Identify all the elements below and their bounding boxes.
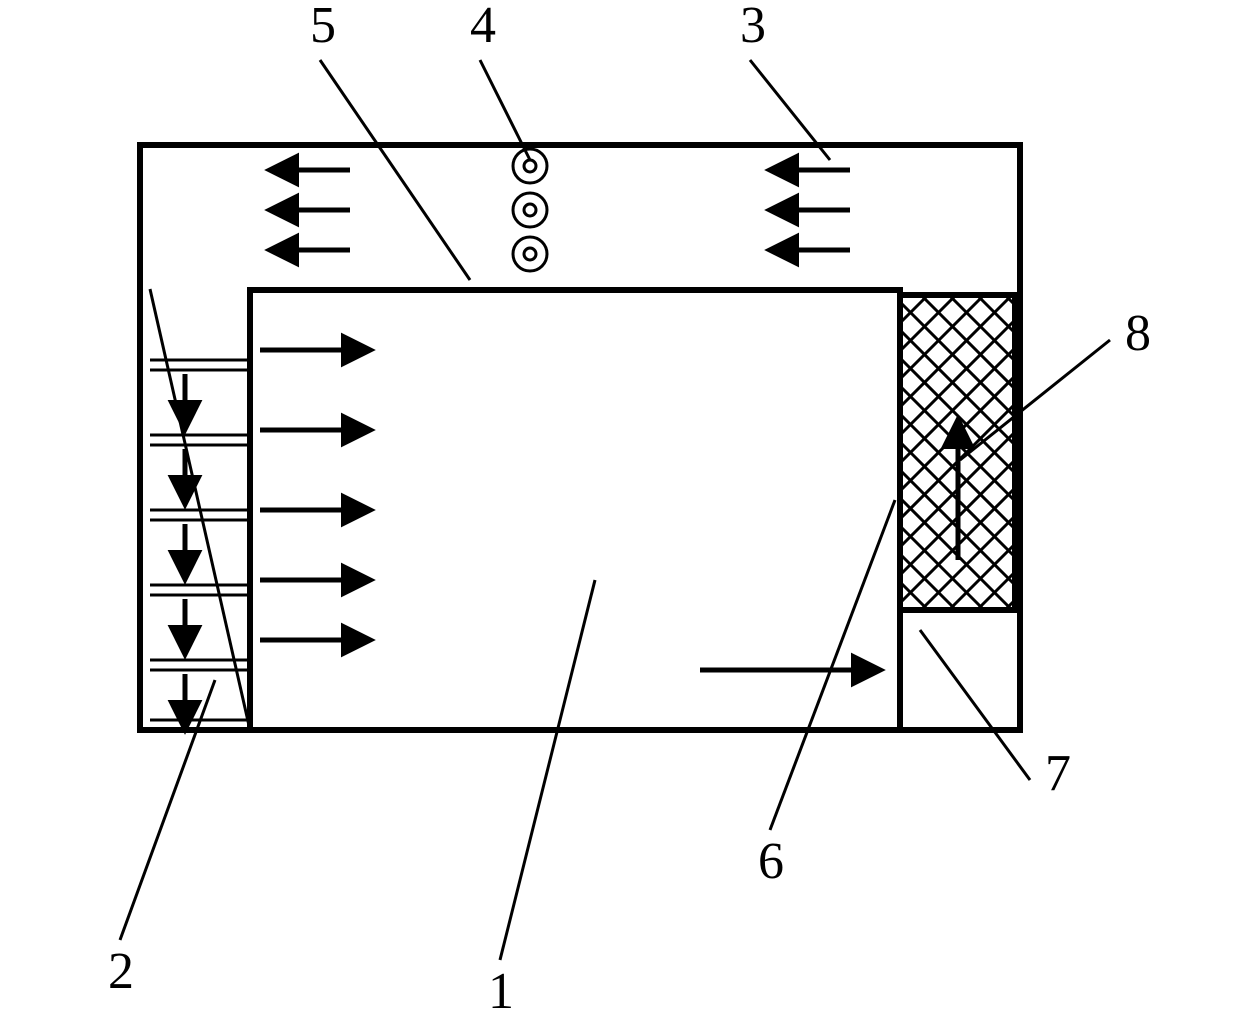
heater-coil-icon	[513, 193, 547, 227]
heater-coil-inner-icon	[524, 160, 536, 172]
callout-label: 3	[740, 0, 766, 54]
heater-coil-inner-icon	[524, 204, 536, 216]
heater-coil-icon	[513, 237, 547, 271]
leader-line	[770, 500, 895, 830]
callout-label: 7	[1045, 745, 1071, 802]
callout-label: 4	[470, 0, 496, 54]
callout-label: 5	[310, 0, 336, 54]
callout-label: 6	[758, 833, 784, 890]
louver-assembly	[150, 289, 250, 730]
diagram-canvas: 5 4 3 8 7 6 1 2	[0, 0, 1240, 1020]
callout-label: 8	[1125, 305, 1151, 362]
heater-coil-inner-icon	[524, 248, 536, 260]
leader-line	[920, 630, 1030, 780]
heater-coil-icon	[513, 149, 547, 183]
callout-label: 2	[108, 943, 134, 1000]
callout-label: 1	[488, 963, 514, 1020]
leader-line	[500, 580, 595, 960]
